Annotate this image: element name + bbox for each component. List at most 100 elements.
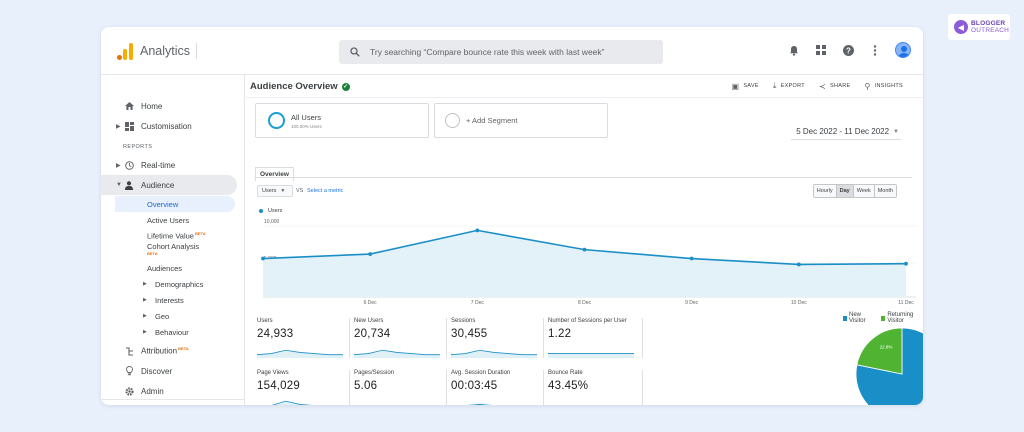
data-point[interactable] [582,247,587,252]
help-icon[interactable]: ? [841,43,855,57]
sidebar-item-demographics[interactable]: ▶ Demographics [115,276,235,292]
data-point[interactable] [475,228,480,233]
data-point[interactable] [368,252,373,256]
sidebar-item-discover[interactable]: Discover [101,361,237,381]
visitor-pie-chart[interactable]: 78.2%22.8% [854,326,923,405]
data-point[interactable] [796,262,801,267]
segment-all-users[interactable]: All Users 100.00% Users [255,103,429,138]
sidebar-item-attribution[interactable]: AttributionBETA [101,341,237,361]
metric-new-users[interactable]: New Users 20,734 [354,318,442,358]
metric-label: New Users [354,318,384,324]
granularity-week[interactable]: Week [853,185,875,197]
search-placeholder: Try searching “Compare bounce rate this … [370,47,605,57]
x-tick-label: 6 Dec [364,300,378,305]
metric-label: Pages/Session [354,370,395,376]
add-segment-button[interactable]: + Add Segment [434,103,608,138]
sidebar-label-overview: Overview [147,199,179,209]
share-button[interactable]: ≺ SHARE [818,81,851,91]
sidebar-label-attribution: AttributionBETA [141,346,189,356]
metric-select-value: Users [262,188,277,194]
metric-users[interactable]: Users 24,933 [257,318,345,358]
analytics-logo-icon[interactable] [117,42,133,60]
sparkline-area [451,350,537,358]
metric-value: 1.22 [548,328,572,340]
data-point[interactable] [261,256,265,261]
metric-divider [642,318,643,358]
metric-divider [349,318,350,358]
series-area-users [263,230,906,297]
sparkline-area [257,350,343,358]
sidebar-item-interests[interactable]: ▶ Interests [115,292,235,308]
metric-select[interactable]: Users ▼ [257,185,293,197]
sparkline-line [257,349,343,356]
svg-text:?: ? [846,46,851,55]
metric-page-views[interactable]: Page Views 154,029 [257,370,345,405]
sparkline-line [451,349,537,356]
granularity-hourly[interactable]: Hourly [813,185,837,197]
share-icon: ≺ [818,81,826,91]
app-title: Analytics [140,44,191,58]
sidebar-item-audiences[interactable]: Audiences [115,260,235,276]
tab-divider [255,177,912,178]
sidebar-item-lifetime-value[interactable]: Lifetime ValueBETA [115,228,235,244]
sidebar-label-demographics: Demographics [155,279,204,289]
sidebar-item-realtime[interactable]: ▶ Real-time [101,155,237,175]
metric-divider [642,370,643,405]
sidebar-item-customisation[interactable]: ▶ Customisation [101,116,237,136]
metric-value: 30,455 [451,328,488,340]
sidebar-item-behaviour[interactable]: ▶ Behaviour [115,324,235,340]
page-title: Audience Overview ✓ [250,81,350,92]
beta-badge: BETA [194,231,206,237]
sparkline-area [548,353,634,358]
pie-slice-new-visitor[interactable] [855,327,923,405]
sidebar-item-admin[interactable]: Admin [101,381,237,401]
save-button[interactable]: ▣ SAVE [731,81,759,91]
megaphone-icon: ◀ [954,20,968,34]
sidebar-item-audience[interactable]: ▼ Audience [101,175,237,195]
apps-grid-icon[interactable] [814,43,828,57]
chevron-down-icon: ▼ [893,128,899,135]
vs-label: VS [296,188,304,194]
date-range-picker[interactable]: 5 Dec 2022 - 11 Dec 2022 ▼ [796,127,899,136]
metric-sparkline [548,400,634,405]
granularity-month[interactable]: Month [874,185,896,197]
expand-caret-icon: ▶ [116,162,121,169]
more-vert-icon[interactable] [868,43,882,57]
metric-bounce-rate[interactable]: Bounce Rate 43.45% [548,370,636,405]
metric-sparkline [354,349,440,358]
metric-label: Users [257,318,273,324]
brand-line-1: BLOGGER [971,20,1006,27]
insights-button[interactable]: ⚲ INSIGHTS [864,81,903,91]
metric-avg-session-duration[interactable]: Avg. Session Duration 00:03:45 [451,370,539,405]
search-bar[interactable]: Try searching “Compare bounce rate this … [339,40,663,64]
legend-dot [259,209,263,213]
sidebar-item-geo[interactable]: ▶ Geo [115,308,235,324]
granularity-day[interactable]: Day [836,185,854,197]
metric-value: 24,933 [257,328,294,340]
data-point[interactable] [904,261,908,266]
add-segment-label: + Add Segment [466,116,518,125]
sidebar-item-home[interactable]: Home [101,96,237,116]
sidebar-item-active-users[interactable]: Active Users [115,212,235,228]
pie-slice-returning-visitor[interactable] [856,327,903,375]
select-metric-link[interactable]: Select a metric [307,188,344,194]
account-avatar[interactable] [895,42,911,58]
metric-sparkline [467,404,493,405]
export-button[interactable]: ⤓ EXPORT [772,81,805,90]
line-chart-legend: Users [259,208,282,214]
expand-caret-icon: ▶ [143,313,147,319]
export-icon: ⤓ [772,81,777,90]
bell-icon[interactable] [787,43,801,57]
metric-pages-session[interactable]: Pages/Session 5.06 [354,370,442,405]
metric-sessions[interactable]: Sessions 30,455 [451,318,539,358]
pie-legend: New Visitor Returning Visitor [843,312,923,324]
tab-overview[interactable]: Overview [255,167,294,181]
date-range-underline [791,139,901,140]
sidebar-item-cohort-analysis[interactable]: Cohort Analysis BETA [115,241,235,259]
sidebar-item-overview[interactable]: Overview [115,196,235,212]
sidebar-label-home: Home [141,101,163,111]
metric-sparkline [271,400,313,405]
metric-number-of-sessions-per-user[interactable]: Number of Sessions per User 1.22 [548,318,636,358]
data-point[interactable] [689,256,694,261]
